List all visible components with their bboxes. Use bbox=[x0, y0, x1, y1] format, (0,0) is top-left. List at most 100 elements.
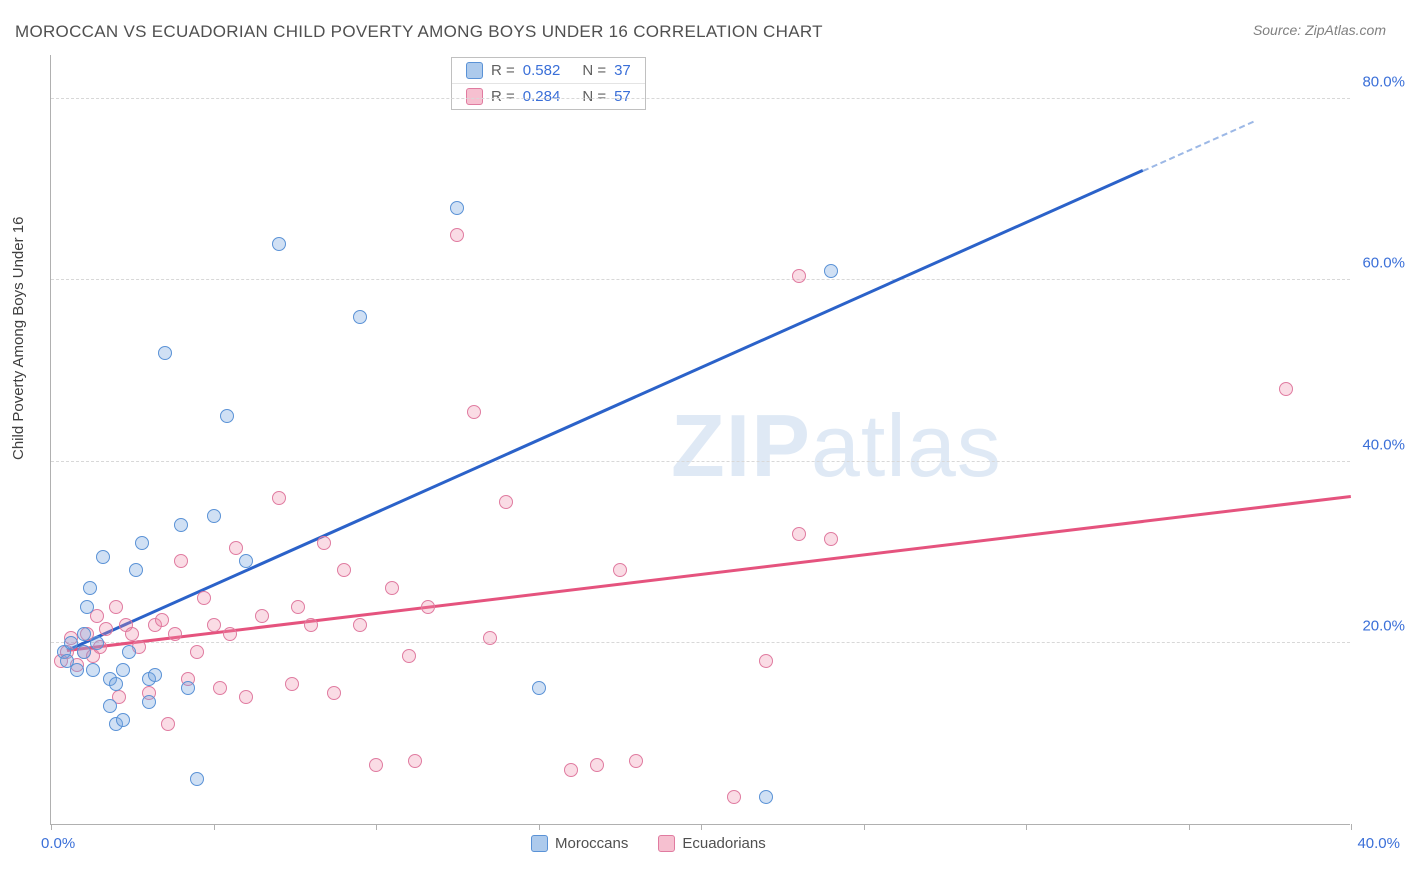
legend-series: Moroccans Ecuadorians bbox=[531, 835, 766, 852]
legend-row-moroccans: R = 0.582 N = 37 bbox=[452, 58, 645, 83]
data-point-moroccans bbox=[272, 237, 286, 251]
y-axis-label: Child Poverty Among Boys Under 16 bbox=[10, 217, 27, 460]
data-point-ecuadorians bbox=[317, 536, 331, 550]
data-point-ecuadorians bbox=[304, 618, 318, 632]
chart-plot-area: ZIPatlas R = 0.582 N = 37 R = 0.284 N = … bbox=[50, 55, 1350, 825]
n-value-moroccans: 37 bbox=[614, 62, 631, 79]
gridline bbox=[51, 642, 1350, 643]
swatch-blue-icon bbox=[466, 62, 483, 79]
x-tick bbox=[1189, 824, 1190, 830]
data-point-moroccans bbox=[77, 645, 91, 659]
data-point-ecuadorians bbox=[125, 627, 139, 641]
n-label: N = bbox=[582, 62, 606, 79]
data-point-moroccans bbox=[220, 409, 234, 423]
data-point-ecuadorians bbox=[327, 686, 341, 700]
data-point-moroccans bbox=[103, 699, 117, 713]
gridline bbox=[51, 98, 1350, 99]
x-tick bbox=[214, 824, 215, 830]
data-point-moroccans bbox=[64, 636, 78, 650]
r-label: R = bbox=[491, 88, 515, 105]
data-point-moroccans bbox=[148, 668, 162, 682]
data-point-ecuadorians bbox=[109, 600, 123, 614]
data-point-ecuadorians bbox=[369, 758, 383, 772]
data-point-moroccans bbox=[80, 600, 94, 614]
data-point-ecuadorians bbox=[291, 600, 305, 614]
x-tick bbox=[376, 824, 377, 830]
y-tick-label: 80.0% bbox=[1362, 74, 1405, 91]
data-point-ecuadorians bbox=[155, 613, 169, 627]
data-point-ecuadorians bbox=[421, 600, 435, 614]
data-point-moroccans bbox=[174, 518, 188, 532]
legend-correlation-box: R = 0.582 N = 37 R = 0.284 N = 57 bbox=[451, 57, 646, 110]
gridline bbox=[51, 279, 1350, 280]
watermark-rest: atlas bbox=[811, 396, 1002, 495]
data-point-ecuadorians bbox=[467, 405, 481, 419]
data-point-ecuadorians bbox=[792, 527, 806, 541]
x-tick bbox=[51, 824, 52, 830]
data-point-moroccans bbox=[129, 563, 143, 577]
data-point-ecuadorians bbox=[213, 681, 227, 695]
watermark: ZIPatlas bbox=[671, 395, 1002, 497]
data-point-moroccans bbox=[135, 536, 149, 550]
data-point-ecuadorians bbox=[174, 554, 188, 568]
swatch-pink-icon bbox=[658, 835, 675, 852]
legend-row-ecuadorians: R = 0.284 N = 57 bbox=[452, 83, 645, 109]
n-label: N = bbox=[582, 88, 606, 105]
data-point-ecuadorians bbox=[223, 627, 237, 641]
source-label: Source: bbox=[1253, 22, 1305, 38]
data-point-moroccans bbox=[239, 554, 253, 568]
data-point-moroccans bbox=[83, 581, 97, 595]
data-point-moroccans bbox=[122, 645, 136, 659]
n-value-ecuadorians: 57 bbox=[614, 88, 631, 105]
data-point-ecuadorians bbox=[190, 645, 204, 659]
data-point-ecuadorians bbox=[564, 763, 578, 777]
data-point-ecuadorians bbox=[483, 631, 497, 645]
data-point-ecuadorians bbox=[99, 622, 113, 636]
data-point-ecuadorians bbox=[168, 627, 182, 641]
data-point-ecuadorians bbox=[255, 609, 269, 623]
x-axis-max-label: 40.0% bbox=[1357, 835, 1400, 852]
data-point-ecuadorians bbox=[408, 754, 422, 768]
source-value: ZipAtlas.com bbox=[1305, 22, 1386, 38]
data-point-ecuadorians bbox=[161, 717, 175, 731]
swatch-pink-icon bbox=[466, 88, 483, 105]
data-point-moroccans bbox=[70, 663, 84, 677]
data-point-ecuadorians bbox=[285, 677, 299, 691]
data-point-ecuadorians bbox=[590, 758, 604, 772]
watermark-bold: ZIP bbox=[671, 396, 811, 495]
data-point-ecuadorians bbox=[727, 790, 741, 804]
source-attribution: Source: ZipAtlas.com bbox=[1253, 22, 1386, 38]
data-point-moroccans bbox=[158, 346, 172, 360]
data-point-ecuadorians bbox=[824, 532, 838, 546]
data-point-moroccans bbox=[96, 550, 110, 564]
x-axis-min-label: 0.0% bbox=[41, 835, 75, 852]
data-point-moroccans bbox=[190, 772, 204, 786]
data-point-moroccans bbox=[90, 636, 104, 650]
legend-label-moroccans: Moroccans bbox=[555, 835, 628, 852]
x-tick bbox=[701, 824, 702, 830]
legend-label-ecuadorians: Ecuadorians bbox=[682, 835, 765, 852]
data-point-ecuadorians bbox=[207, 618, 221, 632]
r-value-moroccans: 0.582 bbox=[523, 62, 561, 79]
data-point-moroccans bbox=[116, 713, 130, 727]
r-value-ecuadorians: 0.284 bbox=[523, 88, 561, 105]
trendline-moroccans-extrapolated bbox=[1143, 121, 1254, 172]
legend-item-moroccans: Moroccans bbox=[531, 835, 628, 852]
data-point-ecuadorians bbox=[1279, 382, 1293, 396]
gridline bbox=[51, 461, 1350, 462]
data-point-ecuadorians bbox=[385, 581, 399, 595]
data-point-ecuadorians bbox=[613, 563, 627, 577]
x-tick bbox=[1351, 824, 1352, 830]
data-point-moroccans bbox=[116, 663, 130, 677]
data-point-ecuadorians bbox=[353, 618, 367, 632]
data-point-ecuadorians bbox=[337, 563, 351, 577]
data-point-ecuadorians bbox=[759, 654, 773, 668]
data-point-moroccans bbox=[207, 509, 221, 523]
data-point-ecuadorians bbox=[229, 541, 243, 555]
r-label: R = bbox=[491, 62, 515, 79]
data-point-moroccans bbox=[142, 695, 156, 709]
data-point-ecuadorians bbox=[197, 591, 211, 605]
data-point-moroccans bbox=[353, 310, 367, 324]
data-point-moroccans bbox=[181, 681, 195, 695]
swatch-blue-icon bbox=[531, 835, 548, 852]
